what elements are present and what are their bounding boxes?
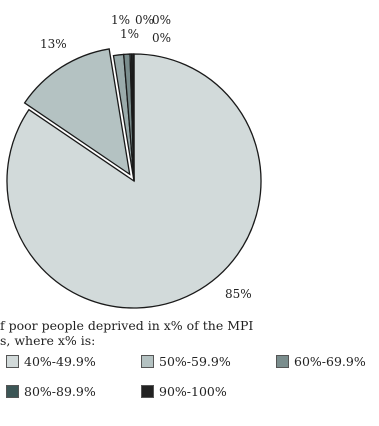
legend-label-2: 60%-69.9% [294, 354, 366, 369]
pie-slice-0 [6, 53, 262, 309]
legend-label-1: 50%-59.9% [159, 354, 231, 369]
legend-swatch-4 [141, 385, 154, 398]
legend-item-2: 60%-69.9% [276, 354, 366, 369]
slice-label-2: 1% [111, 13, 130, 27]
slice-label-4: 0% [135, 13, 154, 27]
pie-slice-1 [23, 48, 131, 176]
legend-label-4: 90%-100% [159, 384, 227, 399]
legend-swatch-0 [6, 355, 19, 368]
slice-label-0: 85% [225, 287, 252, 301]
slice-label-1: 13% [40, 37, 67, 51]
slice-label-3: 1% [120, 27, 139, 41]
pie-chart: 85%13%1%1%0%0%0% [6, 13, 262, 309]
pie-slice-6 [132, 53, 135, 182]
legend-item-3: 80%-89.9% [6, 384, 96, 399]
legend-label-0: 40%-49.9% [24, 354, 96, 369]
legend-label-3: 80%-89.9% [24, 384, 96, 399]
slice-label-5: 0% [152, 13, 171, 27]
legend-swatch-3 [6, 385, 19, 398]
legend-item-0: 40%-49.9% [6, 354, 96, 369]
legend-swatch-1 [141, 355, 154, 368]
slice-label-6: 0% [152, 31, 171, 45]
legend-item-1: 50%-59.9% [141, 354, 231, 369]
legend-title: f poor people deprived in x% of the MPI … [0, 318, 254, 348]
legend-item-4: 90%-100% [141, 384, 227, 399]
legend: 40%-49.9% 50%-59.9% 60%-69.9% 80%-89.9% … [0, 350, 379, 410]
legend-swatch-2 [276, 355, 289, 368]
